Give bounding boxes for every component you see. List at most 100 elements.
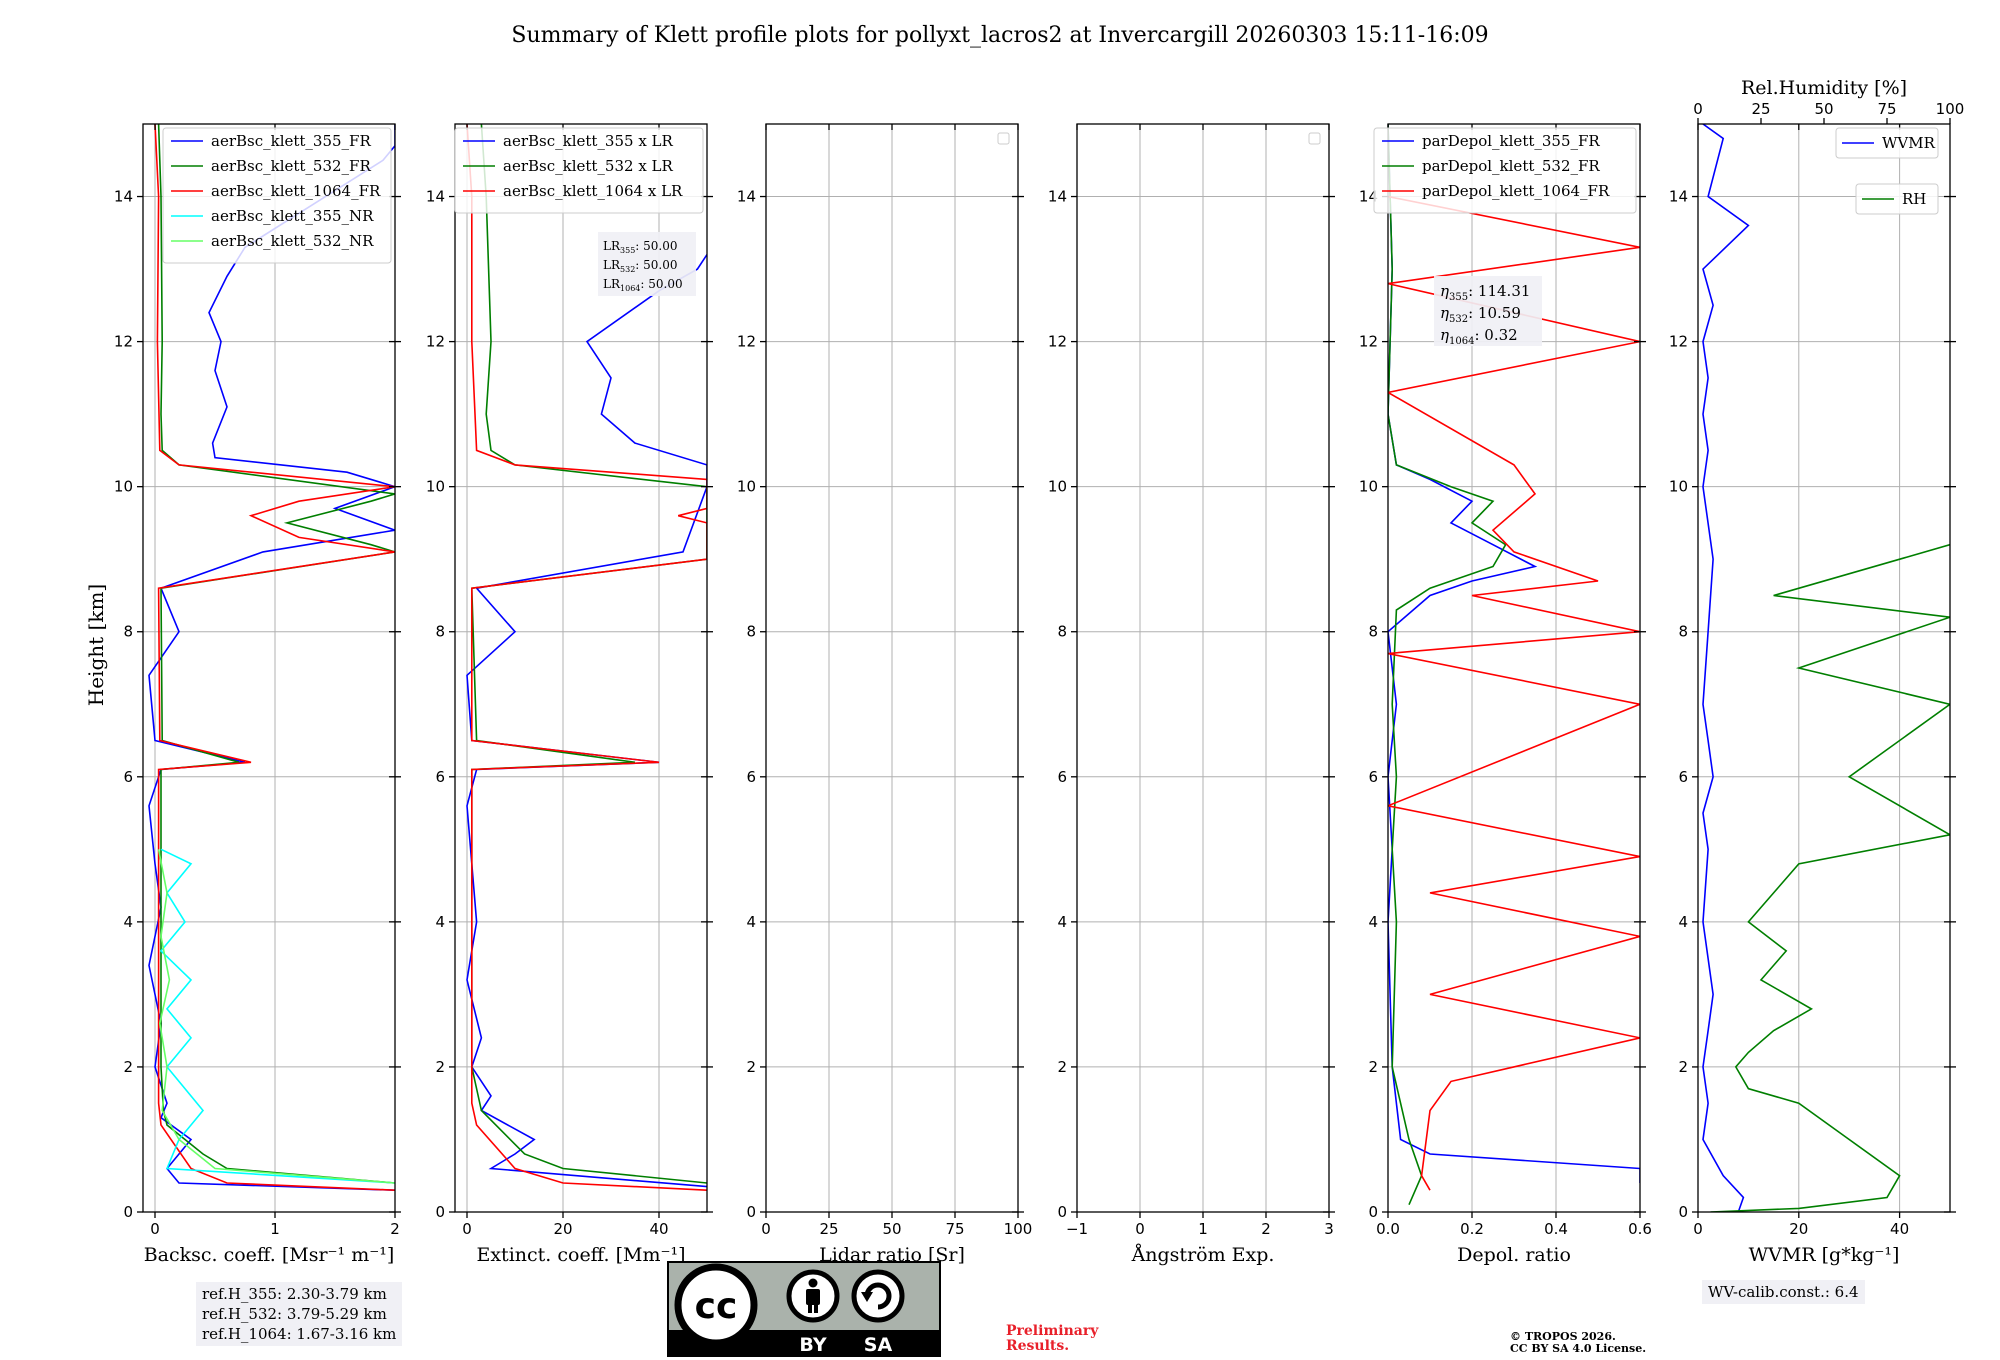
x-axis-label: Backsc. coeff. [Msr⁻¹ m⁻¹]: [144, 1244, 395, 1266]
x-tick-label: 40: [1890, 1220, 1909, 1238]
ref-height-1064: ref.H_1064: 1.67-3.16 km: [202, 1325, 397, 1343]
legend-label: parDepol_klett_1064_FR: [1422, 182, 1610, 200]
x-tick-label: 0: [761, 1220, 771, 1238]
series-line-aerBsc_klett_1064 x LR: [466, 124, 707, 1191]
y-tick-label: 8: [1368, 623, 1378, 641]
empty-legend-box: [1308, 132, 1321, 145]
x-tick-label: 0: [1135, 1220, 1145, 1238]
y-tick-label: 4: [1057, 913, 1067, 931]
x-tick-label: −1: [1066, 1220, 1088, 1238]
panel-wvmr: 0 20 40 0 2 4 6 8 10 12 14 WVMR [g*kg⁻¹] 0 25 50 75 100 R…: [1669, 77, 1964, 1266]
x-tick-label: 20: [553, 1220, 572, 1238]
x-axis-label: Lidar ratio [Sr]: [819, 1244, 965, 1266]
panel-frame: [454, 123, 708, 1213]
x-tick-label: 0: [462, 1220, 472, 1238]
y-tick-label: 14: [737, 188, 756, 206]
legend-label: aerBsc_klett_1064 x LR: [503, 182, 683, 200]
x-tick-label: 0: [1693, 1220, 1703, 1238]
x-tick-label: 0: [150, 1220, 160, 1238]
legend-label: WVMR: [1882, 134, 1936, 152]
series-line-WVMR: [1702, 124, 1750, 1212]
series-group: [466, 124, 707, 1191]
y-tick-label: 2: [435, 1058, 445, 1076]
y-tick-label: 0: [1678, 1203, 1688, 1221]
y-tick-label: 4: [123, 913, 133, 931]
y-tick-label: 6: [435, 768, 445, 786]
series-line-aerBsc_klett_532_NR: [157, 849, 395, 1184]
y-tick-label: 2: [746, 1058, 756, 1076]
legend-box: [1373, 127, 1637, 214]
x-tick-label: 2: [1261, 1220, 1271, 1238]
x-tick-label: 100: [1004, 1220, 1033, 1238]
x-top-tick-label: 0: [1693, 100, 1703, 118]
y-tick-label: 10: [426, 478, 445, 496]
y-tick-label: 12: [114, 333, 133, 351]
y-tick-label: 0: [1057, 1203, 1067, 1221]
x-tick-label: 40: [649, 1220, 668, 1238]
y-tick-label: 6: [123, 768, 133, 786]
eta-box: [1434, 276, 1542, 346]
x-tick-label: 0.4: [1544, 1220, 1568, 1238]
panel-frame: [1387, 123, 1641, 1213]
x-top-tick-label: 75: [1877, 100, 1896, 118]
legend-box: [1835, 127, 1939, 159]
y-tick-label: 4: [1678, 913, 1688, 931]
legend-label: aerBsc_klett_1064_FR: [211, 182, 381, 200]
copyright-note: © TROPOS 2026. CC BY SA 4.0 License.: [1510, 1330, 1647, 1355]
series-group: [1388, 124, 1640, 1206]
lidar-ratio-box: [598, 232, 696, 296]
y-tick-label: 4: [1368, 913, 1378, 931]
y-axis-label: Height [km]: [84, 584, 108, 706]
ref-height-532: ref.H_532: 3.79-5.29 km: [202, 1305, 387, 1323]
x-tick-label: 20: [1789, 1220, 1808, 1238]
x-tick-label: 1: [1198, 1220, 1208, 1238]
svg-text:SA: SA: [864, 1334, 893, 1356]
x-tick-label: 50: [882, 1220, 901, 1238]
y-tick-label: 8: [746, 623, 756, 641]
series-group: [148, 124, 395, 1191]
y-tick-label: 4: [435, 913, 445, 931]
series-line-aerBsc_klett_355 x LR: [466, 254, 707, 1188]
x-top-tick-label: 50: [1814, 100, 1833, 118]
y-tick-label: 14: [1359, 188, 1378, 206]
legend-label: aerBsc_klett_355_NR: [211, 207, 374, 225]
empty-legend-box: [997, 132, 1010, 145]
eta-1064: η1064: 0.32: [1440, 326, 1518, 347]
panel-depolarization: 0.0 0.2 0.4 0.6 0 2 4 6 8 10 12 14 Depol. ratio parDe…: [1359, 123, 1652, 1266]
y-tick-label: 12: [1359, 333, 1378, 351]
legend-box: [162, 127, 392, 264]
lidar-ratio-1064: LR1064: 50.00: [603, 277, 683, 293]
y-tick-label: 14: [114, 188, 133, 206]
legend-label: aerBsc_klett_355 x LR: [503, 132, 674, 150]
top-axis-label: Rel.Humidity [%]: [1741, 77, 1907, 99]
y-tick-label: 2: [1057, 1058, 1067, 1076]
legend-label: parDepol_klett_355_FR: [1422, 132, 1600, 150]
legend-label: aerBsc_klett_532_FR: [211, 157, 371, 175]
y-tick-label: 2: [1678, 1058, 1688, 1076]
y-tick-label: 12: [1669, 333, 1688, 351]
svg-text:BY: BY: [799, 1334, 826, 1356]
x-tick-label: 75: [945, 1220, 964, 1238]
panel-frame: [142, 123, 396, 1213]
lidar-ratio-355: LR355: 50.00: [603, 239, 678, 255]
x-top-tick-label: 100: [1936, 100, 1965, 118]
y-tick-label: 10: [1359, 478, 1378, 496]
x-tick-label: 2: [390, 1220, 400, 1238]
series-line-RH: [1710, 543, 1950, 1212]
svg-text:cc: cc: [695, 1286, 738, 1327]
y-tick-label: 0: [123, 1203, 133, 1221]
y-tick-label: 0: [746, 1203, 756, 1221]
x-axis-label: WVMR [g*kg⁻¹]: [1749, 1244, 1900, 1266]
y-tick-label: 14: [1048, 188, 1067, 206]
y-tick-label: 2: [123, 1058, 133, 1076]
series-line-aerBsc_klett_532_FR: [157, 124, 395, 1184]
series-group: [1702, 124, 1950, 1212]
y-tick-label: 8: [435, 623, 445, 641]
ref-height-355: ref.H_355: 2.30-3.79 km: [202, 1285, 387, 1303]
y-tick-label: 12: [426, 333, 445, 351]
preliminary-note: Preliminary Results.: [1006, 1323, 1099, 1354]
wv-calibration-box: WV-calib.const.: 6.4: [1702, 1280, 1865, 1304]
y-tick-label: 0: [435, 1203, 445, 1221]
share-alike-icon: [851, 1269, 905, 1323]
x-tick-label: 1: [270, 1220, 280, 1238]
